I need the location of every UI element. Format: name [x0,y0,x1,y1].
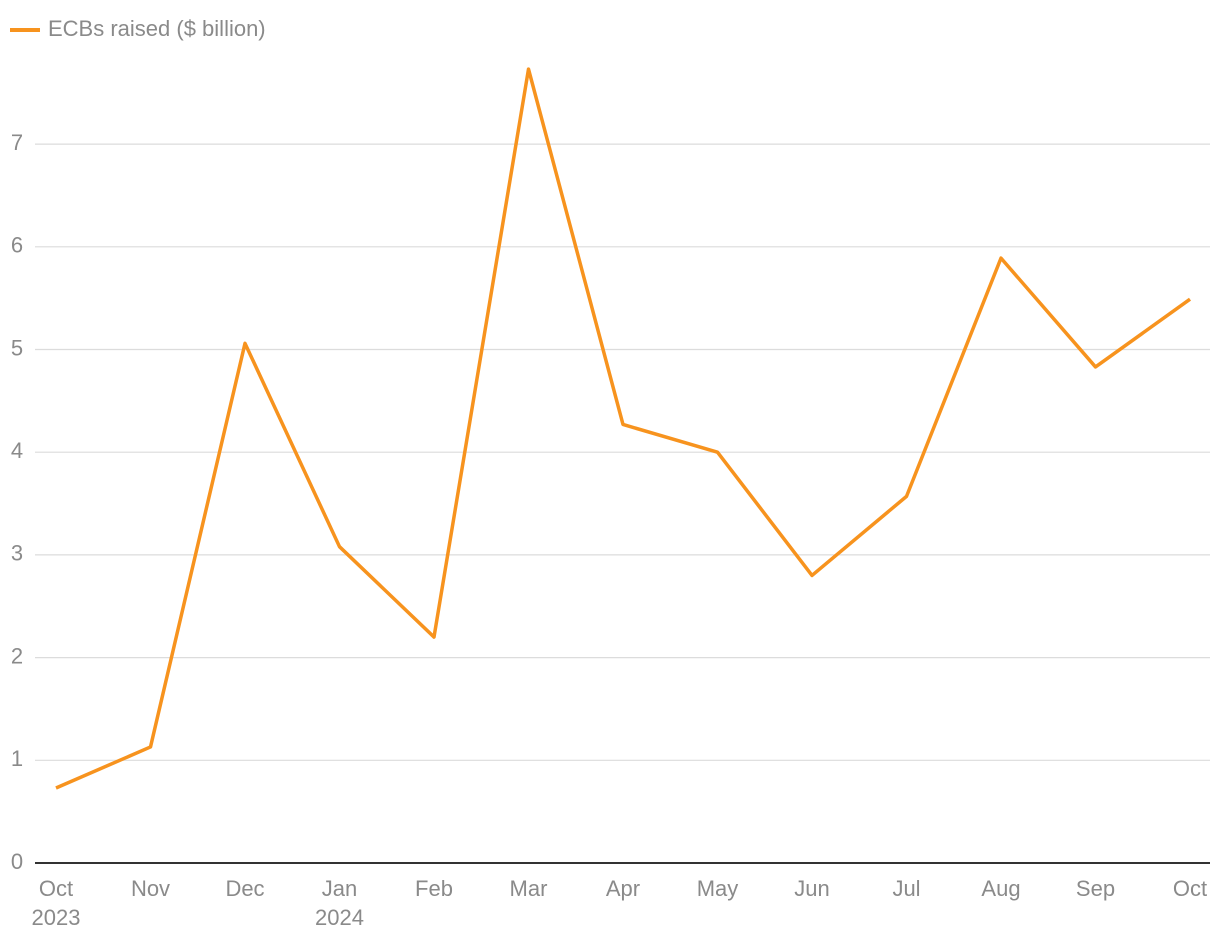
x-tick-label: Jun [794,876,829,901]
series-line [55,67,1192,790]
x-tick-label: Oct [1173,876,1207,901]
x-tick-sublabel: 2024 [315,905,364,930]
x-tick-label: Sep [1076,876,1115,901]
y-tick-label: 4 [11,438,23,463]
x-tick-label: Feb [415,876,453,901]
x-tick-label: Jul [892,876,920,901]
x-tick-label: Apr [606,876,640,901]
y-tick-label: 2 [11,643,23,668]
x-tick-label: May [697,876,739,901]
y-tick-label: 3 [11,541,23,566]
y-tick-label: 0 [11,849,23,874]
x-tick-label: Oct [39,876,73,901]
y-tick-label: 6 [11,233,23,258]
legend-label: ECBs raised ($ billion) [48,16,266,41]
x-tick-label: Mar [510,876,548,901]
y-tick-label: 1 [11,746,23,771]
x-tick-sublabel: 2023 [32,905,81,930]
x-tick-label: Jan [322,876,357,901]
x-tick-label: Nov [131,876,170,901]
x-tick-label: Aug [981,876,1020,901]
x-tick-label: Dec [225,876,264,901]
y-tick-label: 5 [11,335,23,360]
y-tick-label: 7 [11,130,23,155]
